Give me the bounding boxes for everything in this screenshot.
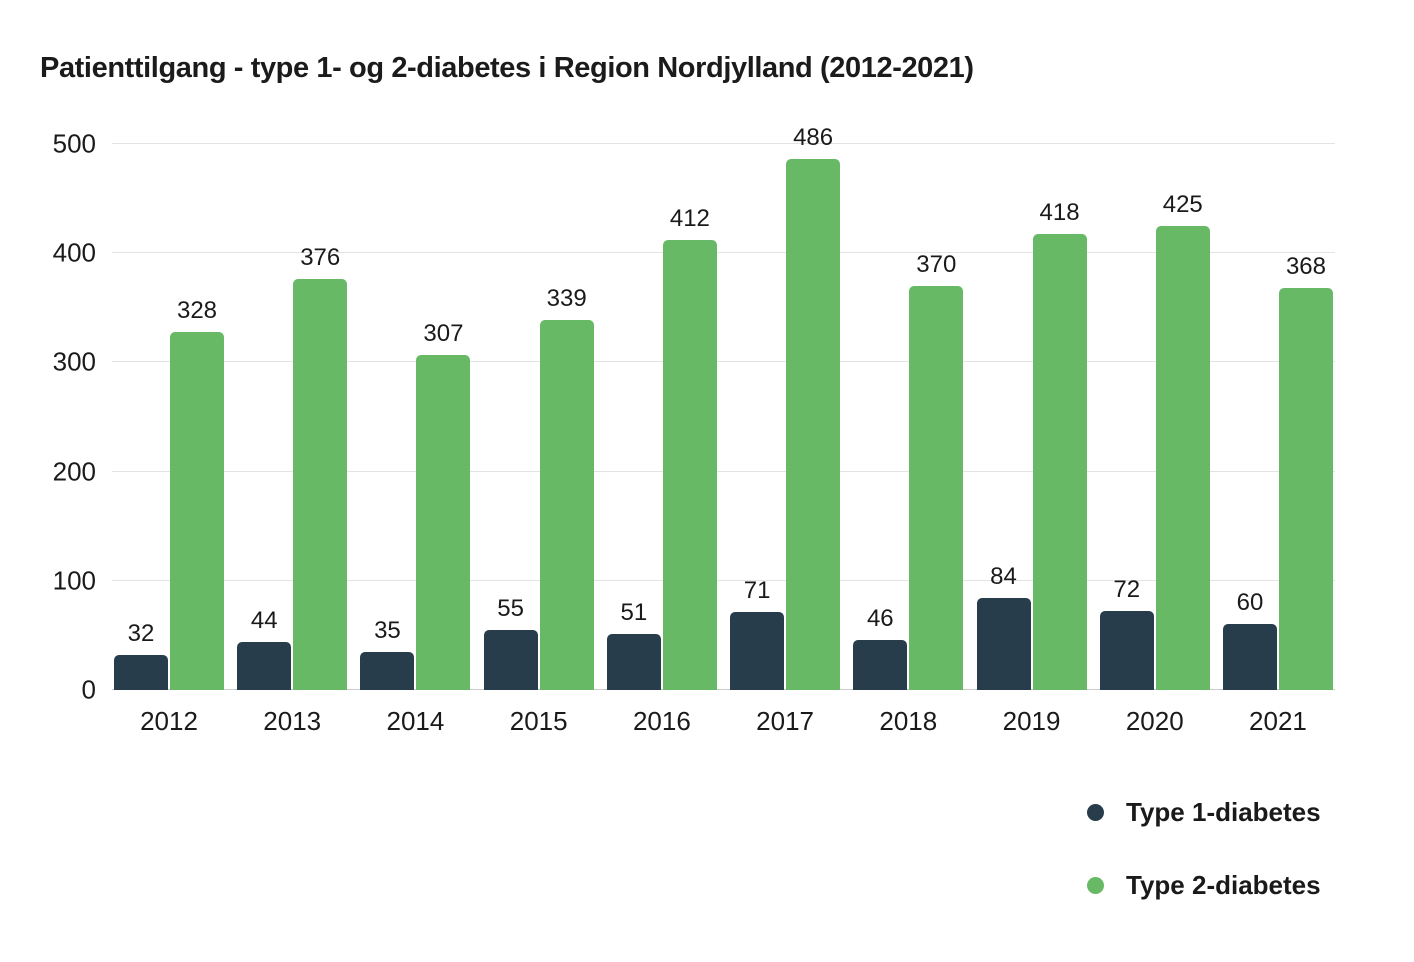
bar-type1-2012: 32 <box>114 620 168 690</box>
bar-group-2020: 72 425 2020 <box>1099 144 1210 736</box>
bar-value-label: 412 <box>669 205 710 233</box>
x-axis-line <box>112 689 1335 690</box>
x-axis-tick-label: 2017 <box>756 706 815 736</box>
bar-type2-2015: 339 <box>539 285 594 690</box>
gridline-200 <box>112 470 1335 472</box>
bar-type2-2012: 328 <box>170 297 224 690</box>
bar-value-label: 486 <box>793 124 834 152</box>
gridline-300 <box>112 361 1335 363</box>
legend-item-type2: Type 2-diabetes <box>1087 870 1321 901</box>
bar-type1-2014: 35 <box>360 617 415 690</box>
bar-group-2021: 60 368 2021 <box>1222 144 1333 736</box>
bar-value-label: 84 <box>990 563 1017 591</box>
bar-type1-2018: 46 <box>853 605 908 690</box>
y-axis: 0 100 200 300 400 500 <box>0 129 96 705</box>
gridline-500 <box>112 143 1335 144</box>
bar-value-label: 376 <box>300 244 341 272</box>
bar-value-label: 339 <box>546 284 587 312</box>
bar-type1-2013: 44 <box>237 607 292 690</box>
bar-value-label: 32 <box>127 620 155 648</box>
bar-type1-2020: 72 <box>1099 576 1154 690</box>
gridline-100 <box>112 579 1335 581</box>
bar-type1-2021: 60 <box>1222 589 1277 690</box>
bar-value-label: 328 <box>176 296 218 324</box>
bar-value-label: 46 <box>866 604 894 632</box>
y-axis-tick-label: 100 <box>52 565 96 596</box>
bar-type1-2016: 51 <box>606 599 661 690</box>
bar-type2-2017: 486 <box>786 124 841 690</box>
gridlines <box>112 143 1335 690</box>
y-axis-tick-label: 300 <box>52 346 96 377</box>
bar-value-label: 425 <box>1162 190 1203 218</box>
x-axis-tick-label: 2014 <box>386 706 445 736</box>
bar-group-2018: 46 370 2018 <box>853 144 964 736</box>
x-axis-tick-label: 2012 <box>140 706 198 736</box>
y-axis-tick-label: 500 <box>52 128 96 159</box>
x-axis-tick-label: 2020 <box>1125 706 1184 736</box>
bar-value-label: 51 <box>620 599 648 627</box>
bar-value-label: 370 <box>916 250 957 278</box>
bar-value-label: 71 <box>743 577 771 605</box>
gridline-400 <box>112 252 1335 254</box>
x-axis-tick-label: 2013 <box>263 706 322 736</box>
bar-value-label: 72 <box>1113 576 1141 604</box>
x-axis-tick-label: 2015 <box>509 706 568 736</box>
bar-group-2019: 84 418 2019 <box>976 144 1087 736</box>
bar-group-2015: 55 339 2015 <box>483 144 594 736</box>
bar-type2-2018: 370 <box>909 251 964 690</box>
legend-dot-type1-icon <box>1087 804 1104 821</box>
legend-item-type1: Type 1-diabetes <box>1087 797 1321 828</box>
plot-area: 32 328 2012 44 376 2013 35 307 2014 55 339 2015 51 41… <box>112 124 1335 736</box>
bar-value-label: 35 <box>374 616 401 644</box>
bar-value-label: 307 <box>423 319 464 347</box>
bar-type2-2016: 412 <box>662 205 717 690</box>
bar-type2-2021: 368 <box>1278 253 1333 690</box>
bar-type2-2020: 425 <box>1155 191 1210 690</box>
legend: Type 1-diabetes Type 2-diabetes <box>1087 797 1321 901</box>
bar-group-2017: 71 486 2017 <box>730 124 841 736</box>
bar-value-label: 55 <box>497 594 525 622</box>
x-axis-tick-label: 2021 <box>1249 706 1307 736</box>
x-axis-tick-label: 2019 <box>1002 706 1061 736</box>
legend-dot-type2-icon <box>1087 877 1104 894</box>
bar-value-label: 44 <box>250 606 278 634</box>
bars-row: 32 328 2012 44 376 2013 35 307 2014 55 339 2015 51 41… <box>112 124 1335 736</box>
bar-type1-2019: 84 <box>976 563 1031 690</box>
y-axis-tick-label: 0 <box>81 674 96 705</box>
bar-group-2014: 35 307 2014 <box>360 144 471 736</box>
bar-group-2013: 44 376 2013 <box>237 144 348 736</box>
bar-type2-2013: 376 <box>293 244 348 690</box>
bar-value-label: 418 <box>1039 198 1080 226</box>
chart-title: Patienttilgang - type 1- og 2-diabetes i… <box>40 52 974 84</box>
x-axis-tick-label: 2016 <box>632 706 691 736</box>
x-axis-tick-label: 2018 <box>879 706 938 736</box>
bar-group-2012: 32 328 2012 <box>114 144 224 736</box>
bar-value-label: 368 <box>1285 253 1326 281</box>
bar-value-label: 60 <box>1236 589 1264 617</box>
bar-type1-2017: 71 <box>730 577 785 690</box>
bar-type1-2015: 55 <box>483 595 538 690</box>
legend-label-type1: Type 1-diabetes <box>1126 797 1321 827</box>
legend-label-type2: Type 2-diabetes <box>1126 870 1321 900</box>
y-axis-tick-label: 200 <box>52 456 96 487</box>
bar-type2-2019: 418 <box>1032 199 1087 690</box>
y-axis-tick-label: 400 <box>52 237 96 268</box>
bar-group-2016: 51 412 2016 <box>606 144 717 736</box>
bar-type2-2014: 307 <box>416 320 471 690</box>
